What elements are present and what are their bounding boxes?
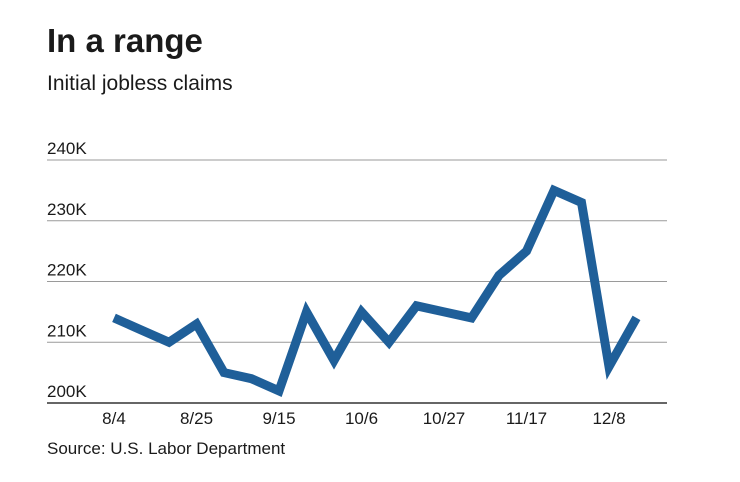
x-tick-label: 10/27 (423, 409, 466, 428)
y-tick-label: 210K (47, 321, 87, 340)
data-point (526, 251, 527, 252)
y-tick-label: 230K (47, 200, 87, 219)
x-axis-labels: 8/4 8/25 9/15 10/6 10/27 11/17 12/8 (102, 409, 625, 428)
data-point (141, 330, 142, 331)
data-point (114, 317, 115, 318)
series-group (112, 184, 641, 397)
data-point (499, 275, 500, 276)
data-point (444, 311, 445, 312)
data-point (251, 378, 252, 379)
data-point (471, 317, 472, 318)
y-tick-label: 220K (47, 261, 87, 280)
data-point (416, 305, 417, 306)
y-axis-labels: 200K 210K 220K 230K 240K (47, 139, 87, 401)
series-line (112, 184, 641, 397)
data-point (306, 311, 307, 312)
x-tick-label: 10/6 (345, 409, 378, 428)
source-note: Source: U.S. Labor Department (47, 439, 286, 458)
data-point (224, 372, 225, 373)
data-point (554, 190, 555, 191)
gridlines (47, 159, 667, 404)
chart-title: In a range (47, 22, 203, 59)
data-point (609, 366, 610, 367)
chart-subtitle: Initial jobless claims (47, 72, 233, 95)
y-tick-label: 240K (47, 139, 87, 158)
data-point (279, 390, 280, 391)
data-point (169, 342, 170, 343)
x-tick-label: 8/4 (102, 409, 126, 428)
data-point (581, 202, 582, 203)
data-point (196, 324, 197, 325)
data-point (636, 317, 637, 318)
x-tick-label: 9/15 (262, 409, 295, 428)
y-tick-label: 200K (47, 382, 87, 401)
data-point (334, 360, 335, 361)
data-point (361, 311, 362, 312)
x-tick-label: 8/25 (180, 409, 213, 428)
x-tick-label: 11/17 (506, 409, 547, 428)
x-tick-label: 12/8 (592, 409, 625, 428)
data-point (389, 342, 390, 343)
